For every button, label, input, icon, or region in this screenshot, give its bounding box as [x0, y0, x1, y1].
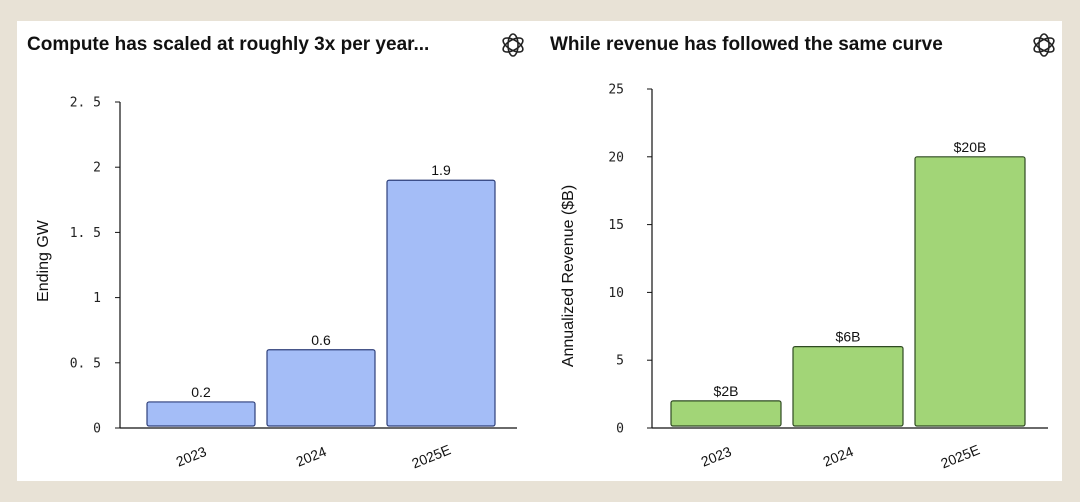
revenue-bar — [792, 346, 904, 427]
compute-chart-panel: Compute has scaled at roughly 3x per yea… — [17, 21, 540, 481]
revenue-chart-title: While revenue has followed the same curv… — [550, 34, 943, 55]
compute-y-tick-label: 2 — [93, 161, 101, 176]
compute-axes: 0 0. 5 1 1. 5 2 2. 5 — [70, 96, 517, 437]
compute-bar — [386, 179, 496, 427]
revenue-bar — [670, 400, 782, 427]
revenue-axes: 0 5 10 15 20 25 — [608, 83, 1048, 437]
compute-bar — [266, 349, 376, 427]
compute-category-label: 2024 — [294, 443, 329, 470]
revenue-category-label: 2023 — [699, 443, 734, 470]
revenue-data-label: $6B — [836, 329, 861, 345]
compute-y-axis-title: Ending GW — [35, 219, 52, 302]
openai-logo-icon — [1033, 33, 1055, 57]
revenue-data-label: $20B — [954, 139, 987, 155]
revenue-chart-panel: While revenue has followed the same curv… — [540, 21, 1062, 481]
revenue-y-tick-label: 20 — [608, 150, 624, 165]
revenue-y-tick-label: 5 — [616, 354, 624, 369]
openai-logo-icon — [502, 33, 524, 57]
revenue-bar — [914, 156, 1026, 427]
compute-y-tick-label: 0 — [93, 422, 101, 437]
revenue-category-label: 2024 — [821, 443, 856, 470]
revenue-bars — [670, 156, 1026, 427]
revenue-bar-chart: 0 5 10 15 20 25 $2B 2023 $6B 2024 $20B 2025E Annua… — [560, 83, 1048, 471]
revenue-y-axis-title: Annualized Revenue ($B) — [560, 185, 577, 367]
revenue-y-tick-label: 25 — [608, 83, 624, 98]
revenue-y-tick-label: 0 — [616, 422, 624, 437]
compute-category-label: 2023 — [174, 443, 209, 470]
revenue-data-label: $2B — [714, 383, 739, 399]
compute-y-tick-label: 1 — [93, 291, 101, 306]
compute-y-tick-label: 2. 5 — [70, 96, 101, 111]
compute-bar — [146, 401, 256, 427]
compute-data-label: 0.6 — [311, 332, 331, 348]
compute-chart-title: Compute has scaled at roughly 3x per yea… — [27, 34, 430, 55]
compute-data-label: 1.9 — [431, 162, 451, 178]
compute-category-label: 2025E — [409, 441, 453, 471]
revenue-category-label: 2025E — [938, 441, 982, 471]
compute-data-label: 0.2 — [191, 384, 211, 400]
compute-y-tick-label: 0. 5 — [70, 356, 101, 371]
revenue-y-tick-label: 10 — [608, 286, 624, 301]
compute-bar-chart: 0 0. 5 1 1. 5 2 2. 5 0.2 2023 0.6 2024 1.9 2025E E… — [35, 96, 517, 471]
compute-bars — [146, 179, 496, 427]
revenue-y-tick-label: 15 — [608, 218, 624, 233]
compute-y-tick-label: 1. 5 — [70, 226, 101, 241]
